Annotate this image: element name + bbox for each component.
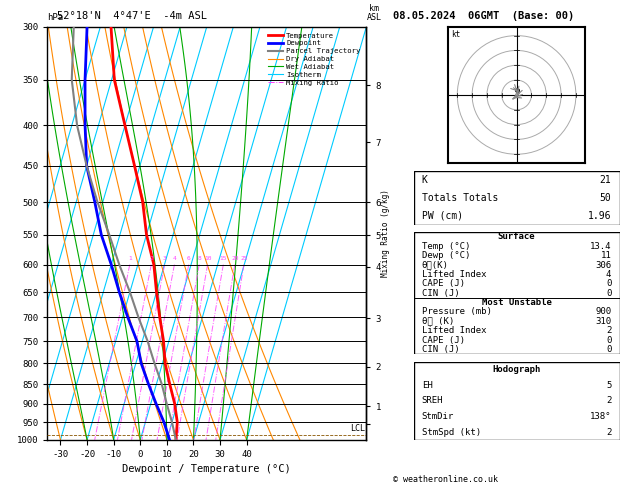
Text: 310: 310 [595,317,611,326]
Text: 08.05.2024  06GMT  (Base: 00): 08.05.2024 06GMT (Base: 00) [393,11,574,21]
Text: 11: 11 [601,251,611,260]
Text: 306: 306 [595,260,611,270]
Text: Lifted Index: Lifted Index [422,326,486,335]
Text: CIN (J): CIN (J) [422,345,460,354]
Text: 13.4: 13.4 [590,242,611,251]
Text: K: K [422,175,428,185]
Text: CIN (J): CIN (J) [422,289,460,298]
Text: 138°: 138° [590,412,611,421]
Text: SREH: SREH [422,397,443,405]
Text: 4: 4 [606,270,611,279]
Text: 2: 2 [150,256,153,261]
Text: 8: 8 [198,256,201,261]
Text: 52°18'N  4°47'E  -4m ASL: 52°18'N 4°47'E -4m ASL [57,11,207,21]
Text: StmDir: StmDir [422,412,454,421]
Text: CAPE (J): CAPE (J) [422,335,465,345]
Text: 21: 21 [599,175,611,185]
Text: 0: 0 [606,279,611,288]
Text: © weatheronline.co.uk: © weatheronline.co.uk [393,474,498,484]
Legend: Temperature, Dewpoint, Parcel Trajectory, Dry Adiabat, Wet Adiabat, Isotherm, Mi: Temperature, Dewpoint, Parcel Trajectory… [266,30,363,88]
Text: Temp (°C): Temp (°C) [422,242,470,251]
Text: 5: 5 [606,381,611,390]
Text: 6: 6 [187,256,191,261]
Text: hPa: hPa [47,13,64,22]
Text: kt: kt [452,30,460,39]
Text: 2: 2 [606,428,611,436]
Text: 50: 50 [599,193,611,203]
Text: 25: 25 [240,256,248,261]
Text: 2: 2 [606,397,611,405]
Text: 1.96: 1.96 [588,210,611,221]
Text: θᴇ (K): θᴇ (K) [422,317,454,326]
Text: 0: 0 [606,289,611,298]
Text: Mixing Ratio (g/kg): Mixing Ratio (g/kg) [381,190,390,277]
Text: Dewp (°C): Dewp (°C) [422,251,470,260]
X-axis label: Dewpoint / Temperature (°C): Dewpoint / Temperature (°C) [123,464,291,474]
Text: Totals Totals: Totals Totals [422,193,498,203]
Text: 0: 0 [606,345,611,354]
Text: LCL: LCL [350,424,365,434]
Text: EH: EH [422,381,433,390]
Text: km
ASL: km ASL [367,4,382,22]
Text: StmSpd (kt): StmSpd (kt) [422,428,481,436]
Text: 20: 20 [231,256,238,261]
Text: 1: 1 [128,256,131,261]
Text: 4: 4 [172,256,176,261]
Text: PW (cm): PW (cm) [422,210,463,221]
Text: CAPE (J): CAPE (J) [422,279,465,288]
Text: Surface: Surface [498,232,535,242]
Text: 2: 2 [606,326,611,335]
Text: Hodograph: Hodograph [493,365,541,374]
Text: 900: 900 [595,308,611,316]
Text: 3: 3 [163,256,167,261]
Text: Lifted Index: Lifted Index [422,270,486,279]
Text: Pressure (mb): Pressure (mb) [422,308,492,316]
Text: Most Unstable: Most Unstable [482,298,552,307]
Text: 10: 10 [204,256,211,261]
Text: 0: 0 [606,335,611,345]
Text: θᴇ(K): θᴇ(K) [422,260,448,270]
Text: 15: 15 [220,256,227,261]
